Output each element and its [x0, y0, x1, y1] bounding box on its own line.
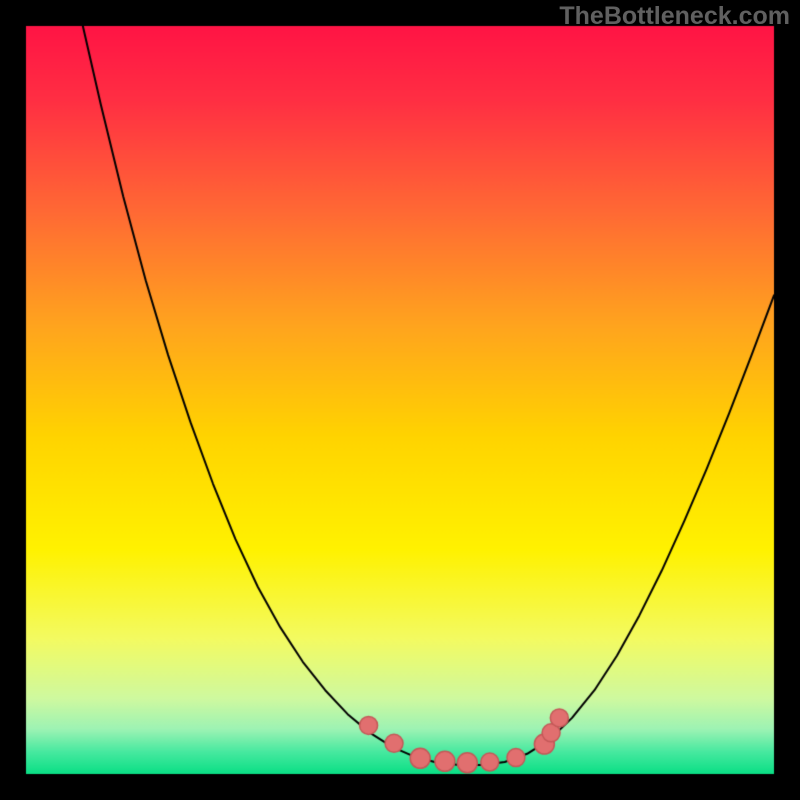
- bottleneck-chart: [0, 0, 800, 800]
- watermark-text: TheBottleneck.com: [559, 2, 790, 31]
